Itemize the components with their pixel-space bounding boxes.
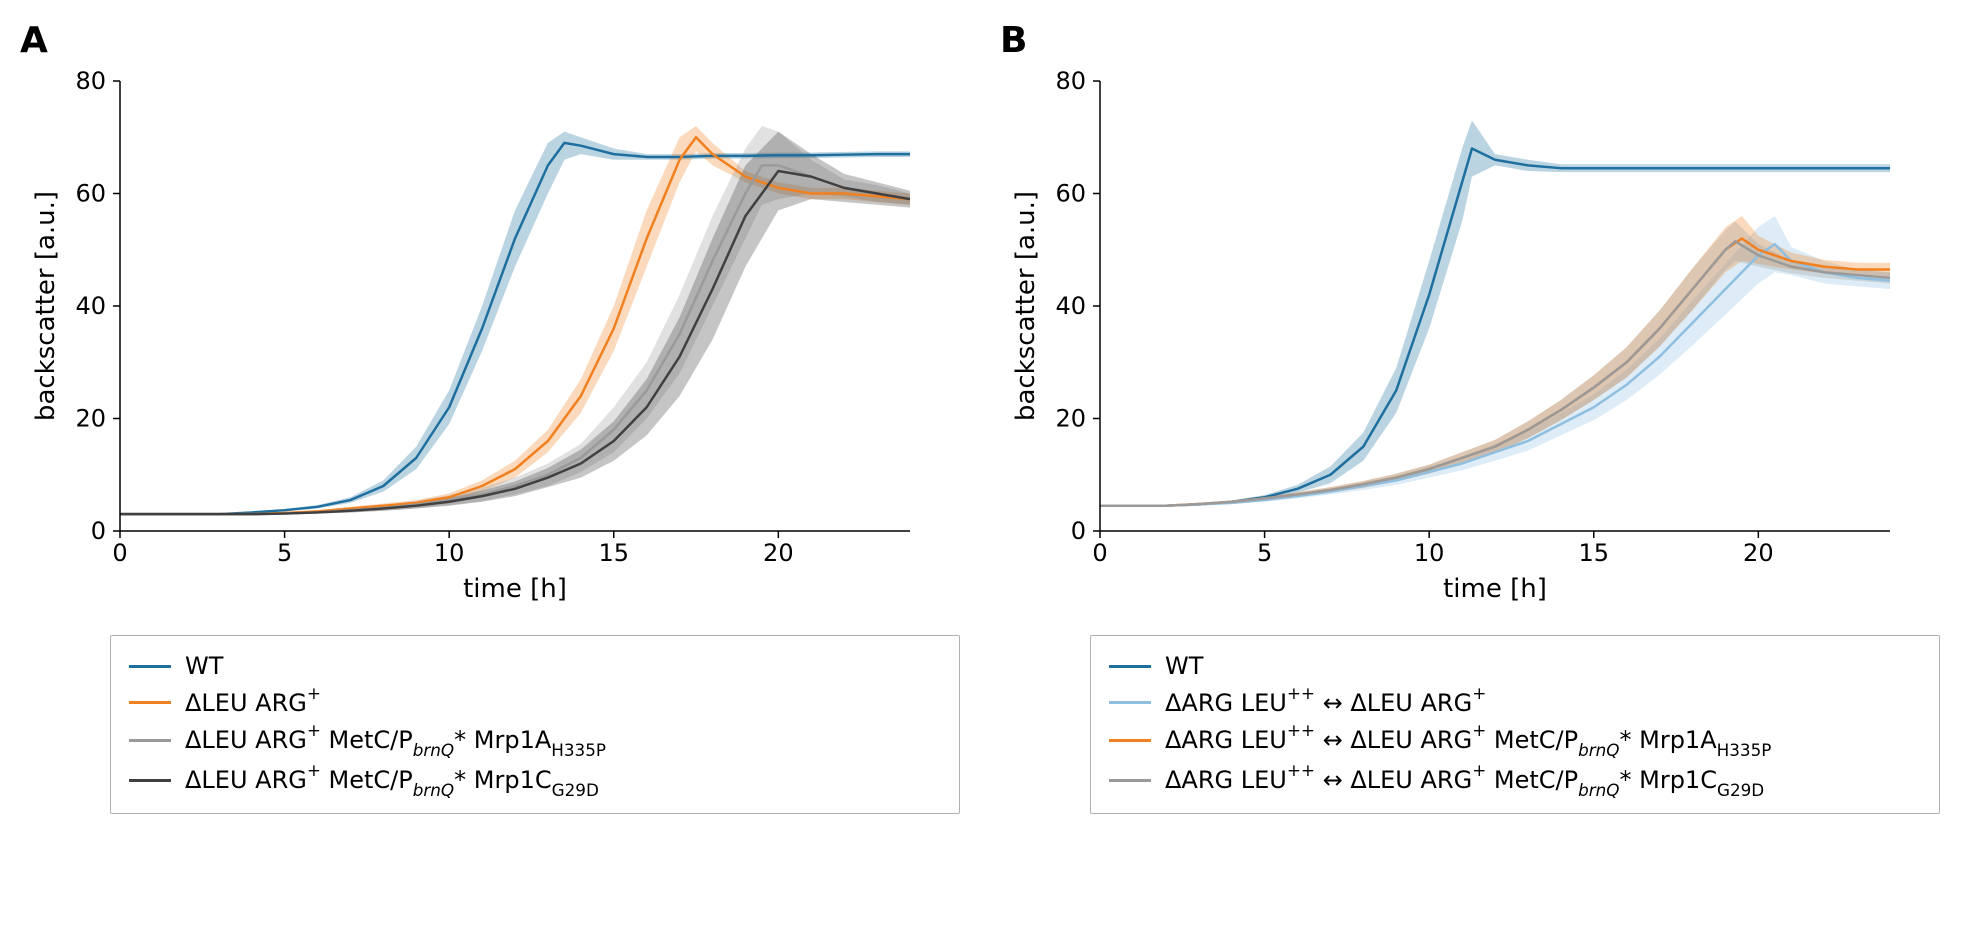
panel-a: A 05101520020406080time [h]backscatter [… [20,20,960,814]
series-line [1100,244,1890,506]
x-tick-label: 10 [1414,539,1445,567]
legend-label: WT [1165,648,1203,684]
legend-swatch [1109,779,1151,782]
legend-label: ΔARG LEU++ ↔ ΔLEU ARG+ MetC/PbrnQ* Mrp1C… [1165,761,1764,801]
legend-label: ΔARG LEU++ ↔ ΔLEU ARG+ MetC/PbrnQ* Mrp1A… [1165,721,1771,761]
y-tick-label: 0 [1071,517,1086,545]
x-tick-label: 20 [763,539,794,567]
legend-item: WT [1109,648,1921,684]
y-axis-label: backscatter [a.u.] [31,191,61,421]
legend-swatch [1109,739,1151,742]
y-tick-label: 80 [1055,67,1086,95]
legend-item: ΔARG LEU++ ↔ ΔLEU ARG+ MetC/PbrnQ* Mrp1C… [1109,761,1921,801]
legend-label: ΔARG LEU++ ↔ ΔLEU ARG+ [1165,684,1486,721]
x-tick-label: 5 [1257,539,1272,567]
panel-b: B 05101520020406080time [h]backscatter [… [1000,20,1940,814]
panel-b-svg: 0 5 10 15 20 0 20 40 60 80 time [h] backscatter [a.… [1000,51,1920,611]
legend-item: ΔLEU ARG+ MetC/PbrnQ* Mrp1AH335P [129,721,941,761]
y-tick-label: 20 [1055,405,1086,433]
series-line [1100,241,1890,505]
x-axis-label: time [h] [463,574,567,604]
panel-a-legend: WTΔLEU ARG+ΔLEU ARG+ MetC/PbrnQ* Mrp1AH3… [110,635,960,814]
panel-b-legend: WTΔARG LEU++ ↔ ΔLEU ARG+ΔARG LEU++ ↔ ΔLE… [1090,635,1940,814]
legend-item: ΔLEU ARG+ [129,684,941,721]
panel-a-chart: 0 5 10 15 20 0 20 40 60 80 time [h] backscatter [a.… [20,51,960,615]
y-tick-label: 80 [75,67,106,95]
y-tick-label: 20 [75,405,106,433]
legend-item: ΔARG LEU++ ↔ ΔLEU ARG+ MetC/PbrnQ* Mrp1A… [1109,721,1921,761]
x-tick-label: 5 [277,539,292,567]
legend-item: ΔARG LEU++ ↔ ΔLEU ARG+ [1109,684,1921,721]
legend-label: WT [185,648,223,684]
legend-swatch [129,665,171,668]
y-tick-label: 60 [1055,180,1086,208]
legend-label: ΔLEU ARG+ MetC/PbrnQ* Mrp1CG29D [185,761,599,801]
figure-root: A 05101520020406080time [h]backscatter [… [20,20,1940,814]
panel-b-chart: 0 5 10 15 20 0 20 40 60 80 time [h] backscatter [a.… [1000,51,1940,615]
x-tick-label: 15 [1578,539,1609,567]
x-tick-label: 10 [434,539,465,567]
y-tick-label: 60 [75,180,106,208]
legend-swatch [129,701,171,704]
x-tick-label: 15 [598,539,629,567]
legend-swatch [1109,701,1151,704]
y-tick-label: 0 [91,517,106,545]
y-tick-label: 40 [1055,292,1086,320]
x-tick-label: 20 [1743,539,1774,567]
legend-item: WT [129,648,941,684]
legend-item: ΔLEU ARG+ MetC/PbrnQ* Mrp1CG29D [129,761,941,801]
legend-swatch [129,779,171,782]
legend-swatch [1109,665,1151,668]
x-tick-label: 0 [112,539,127,567]
legend-swatch [129,739,171,742]
panel-a-svg: 0 5 10 15 20 0 20 40 60 80 time [h] backscatter [a.… [20,51,940,611]
y-axis-label: backscatter [a.u.] [1011,191,1041,421]
ci-band [1100,222,1890,506]
legend-label: ΔLEU ARG+ MetC/PbrnQ* Mrp1AH335P [185,721,606,761]
series-line [1100,239,1890,506]
y-tick-label: 40 [75,292,106,320]
x-axis-label: time [h] [1443,574,1547,604]
x-tick-label: 0 [1092,539,1107,567]
legend-label: ΔLEU ARG+ [185,684,321,721]
